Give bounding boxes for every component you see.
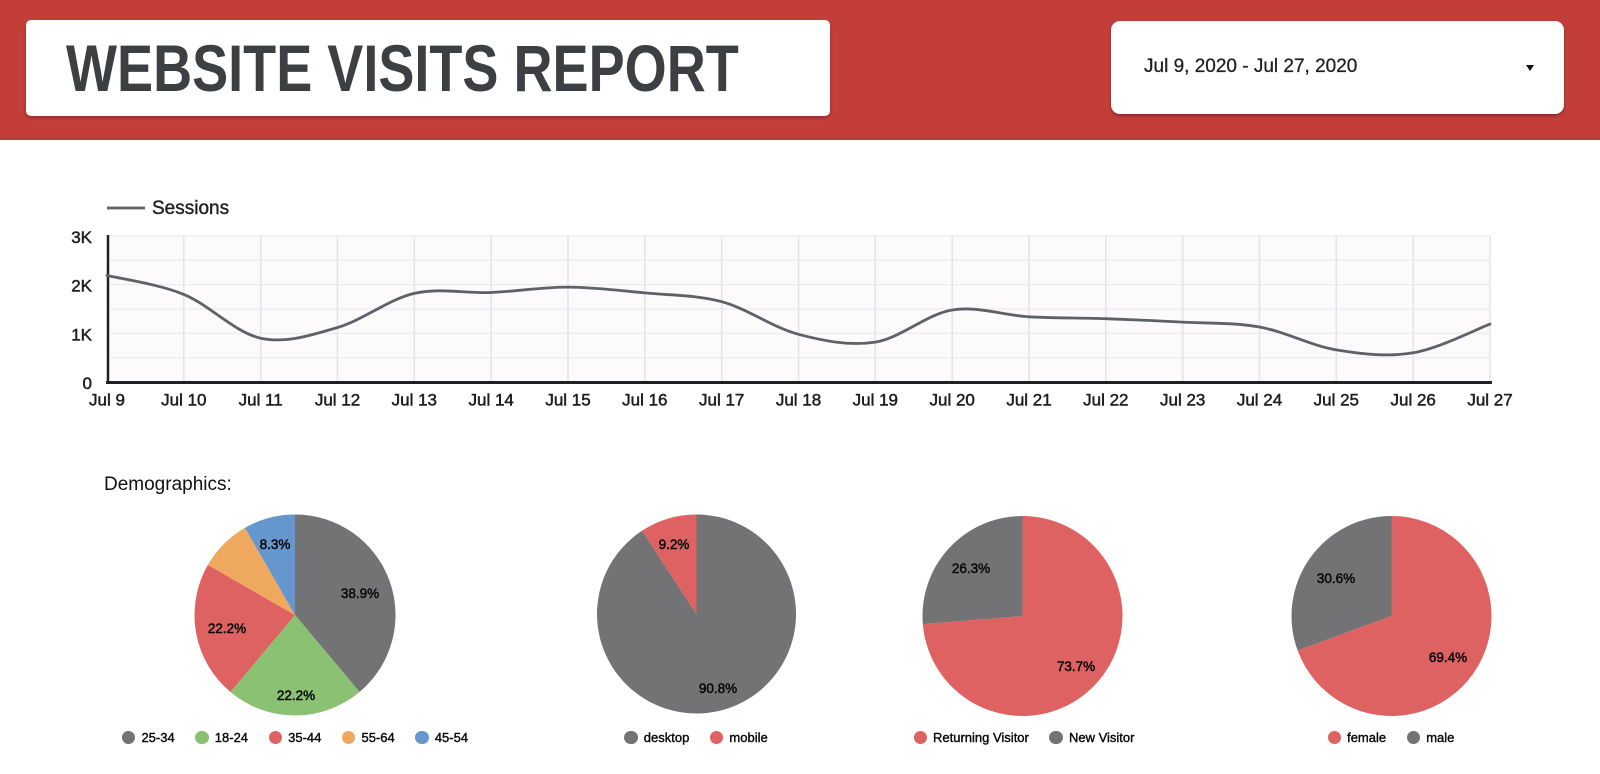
- svg-text:Jul 26: Jul 26: [1391, 391, 1436, 410]
- svg-text:Jul 12: Jul 12: [315, 391, 360, 410]
- svg-text:Jul 21: Jul 21: [1006, 391, 1051, 410]
- svg-text:2K: 2K: [71, 277, 92, 296]
- svg-text:Jul 10: Jul 10: [161, 391, 206, 410]
- svg-text:0: 0: [83, 374, 92, 393]
- svg-text:1K: 1K: [71, 325, 92, 344]
- svg-text:38.9%: 38.9%: [341, 586, 379, 601]
- svg-text:8.3%: 8.3%: [260, 537, 291, 552]
- svg-text:Jul 25: Jul 25: [1314, 391, 1359, 410]
- svg-text:Jul 9: Jul 9: [89, 391, 125, 410]
- svg-text:Jul 27: Jul 27: [1467, 391, 1512, 410]
- svg-text:Jul 22: Jul 22: [1083, 391, 1128, 410]
- svg-text:Jul 19: Jul 19: [853, 391, 898, 410]
- svg-text:73.7%: 73.7%: [1057, 659, 1095, 674]
- svg-text:22.2%: 22.2%: [277, 688, 315, 703]
- svg-text:90.8%: 90.8%: [699, 681, 737, 696]
- svg-text:Jul 24: Jul 24: [1237, 391, 1282, 410]
- svg-text:Jul 20: Jul 20: [930, 391, 975, 410]
- svg-text:9.2%: 9.2%: [659, 537, 690, 552]
- svg-text:Jul 17: Jul 17: [699, 391, 744, 410]
- svg-text:Jul 18: Jul 18: [776, 391, 821, 410]
- svg-text:30.6%: 30.6%: [1317, 571, 1355, 586]
- svg-text:Jul 16: Jul 16: [622, 391, 667, 410]
- svg-text:Jul 14: Jul 14: [469, 391, 514, 410]
- svg-text:Jul 11: Jul 11: [239, 391, 283, 410]
- svg-text:26.3%: 26.3%: [952, 561, 990, 576]
- svg-text:Jul 13: Jul 13: [392, 391, 437, 410]
- svg-text:3K: 3K: [71, 228, 92, 247]
- svg-text:69.4%: 69.4%: [1429, 650, 1467, 665]
- svg-text:Jul 15: Jul 15: [545, 391, 590, 410]
- svg-text:Jul 23: Jul 23: [1160, 391, 1205, 410]
- svg-text:22.2%: 22.2%: [208, 621, 246, 636]
- svg-text:Sessions: Sessions: [152, 198, 229, 219]
